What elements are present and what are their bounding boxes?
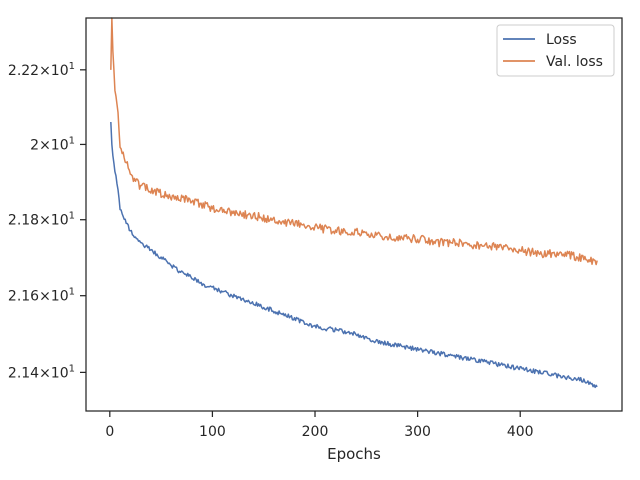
legend-label: Loss [546,32,577,48]
legend-label: Val. loss [546,54,603,70]
series-line-2 [110,17,598,266]
x-tick-label: 300 [404,424,431,440]
y-tick-label: 2.14×101 [8,363,75,381]
series-line-1 [110,121,598,389]
legend: Loss Val. loss [496,24,615,77]
x-tick-label: 100 [199,424,226,440]
y-tick-label: 2×101 [30,135,75,153]
x-tick-label: 0 [105,424,114,440]
legend-box [496,24,615,77]
y-tick-label: 2.22×101 [8,61,75,79]
plot-frame [85,17,623,412]
y-tick-label: 2.16×101 [8,287,75,305]
y-axis-ticks: 2.14×101 2.16×101 2.18×101 2×101 2.22×101 [8,61,86,381]
series-lines [110,17,598,389]
y-tick-label: 2.18×101 [8,211,75,229]
x-tick-label: 400 [507,424,534,440]
x-axis-label: Epochs [327,445,381,463]
x-axis-ticks: 0 100 200 300 400 [105,411,534,440]
x-tick-label: 200 [302,424,329,440]
